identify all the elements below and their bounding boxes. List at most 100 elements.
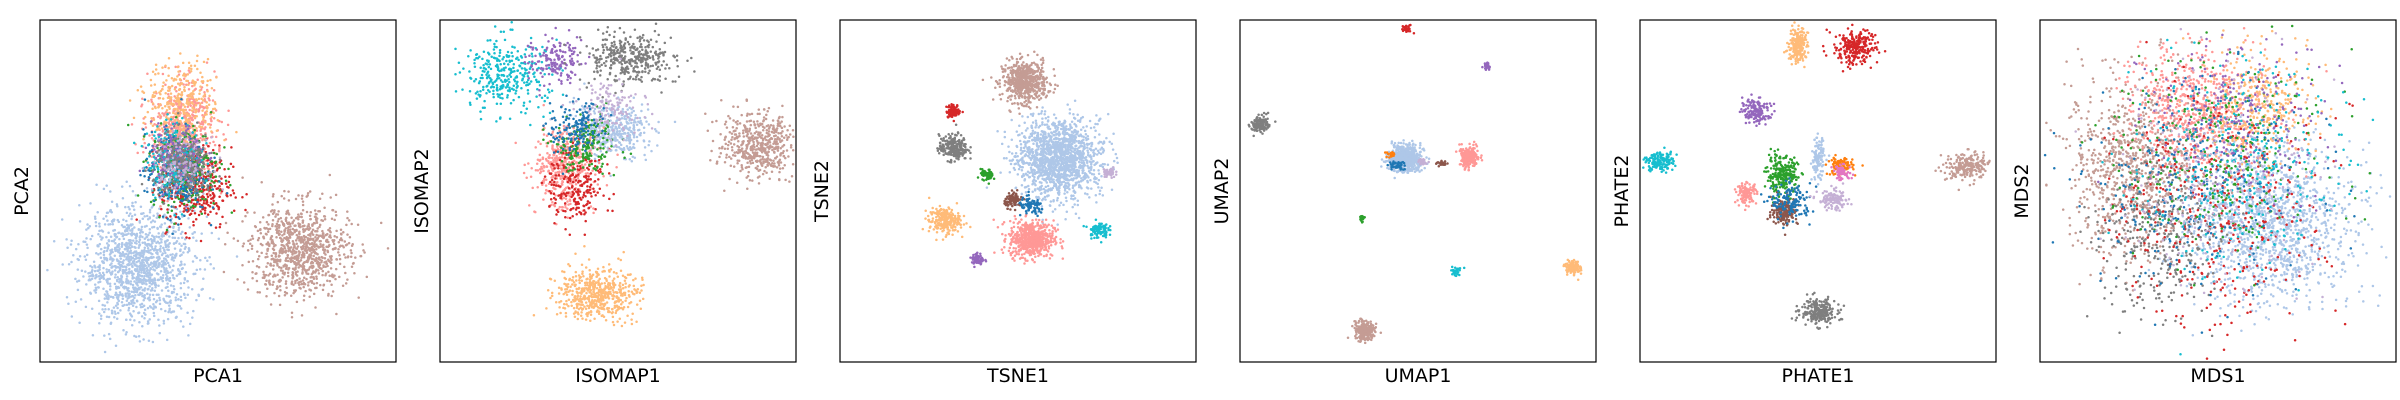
pca-data-point bbox=[298, 280, 301, 284]
pca-data-point bbox=[173, 125, 176, 128]
pca-data-point bbox=[144, 232, 148, 236]
pca-data-point bbox=[229, 193, 233, 197]
pca-data-point bbox=[139, 85, 143, 88]
pca-data-point bbox=[303, 282, 307, 286]
pca-data-point bbox=[133, 263, 137, 266]
pca-data-point bbox=[94, 286, 98, 289]
pca-data-point bbox=[131, 189, 135, 193]
pca-data-point bbox=[91, 268, 94, 272]
pca-data-point bbox=[143, 246, 147, 250]
pca-data-point bbox=[178, 242, 181, 246]
pca-data-point bbox=[140, 103, 144, 106]
pca-data-point bbox=[162, 160, 166, 164]
pca-data-point bbox=[284, 267, 288, 270]
pca-data-point bbox=[181, 185, 185, 189]
pca-data-point bbox=[198, 92, 201, 95]
pca-data-point bbox=[318, 223, 322, 227]
pca-data-point bbox=[155, 251, 158, 255]
pca-data-point bbox=[155, 241, 158, 245]
pca-data-point bbox=[203, 211, 207, 215]
pca-data-point bbox=[279, 258, 282, 262]
pca-data-point bbox=[118, 237, 121, 241]
pca-data-point bbox=[179, 145, 182, 149]
pca-data-point bbox=[192, 309, 195, 313]
pca-data-point bbox=[335, 257, 338, 261]
pca-data-point bbox=[287, 239, 291, 243]
pca-data-point bbox=[143, 225, 147, 228]
pca-data-point bbox=[162, 81, 165, 84]
pca-data-point bbox=[298, 250, 301, 254]
isomap-data-point bbox=[492, 56, 496, 59]
pca-data-point bbox=[182, 173, 185, 177]
pca-data-point bbox=[315, 277, 318, 280]
isomap-data-point bbox=[502, 30, 506, 33]
pca-data-point bbox=[213, 101, 217, 104]
pca-data-point bbox=[270, 254, 274, 257]
pca-data-point bbox=[105, 295, 108, 298]
pca-data-point bbox=[180, 82, 184, 85]
pca-data-point bbox=[208, 296, 212, 300]
pca-y-axis-label: PCA2 bbox=[11, 166, 33, 216]
pca-data-point bbox=[308, 266, 312, 269]
pca-data-point bbox=[101, 236, 104, 239]
pca-data-point bbox=[195, 193, 199, 197]
pca-data-point bbox=[271, 247, 275, 250]
pca-data-point bbox=[142, 338, 145, 341]
pca-data-point bbox=[281, 269, 284, 273]
pca-data-point bbox=[126, 223, 129, 227]
pca-data-point bbox=[306, 249, 309, 252]
pca-data-point bbox=[117, 262, 120, 265]
pca-data-point bbox=[116, 296, 119, 300]
pca-data-point bbox=[288, 222, 292, 226]
pca-data-point bbox=[265, 294, 268, 298]
pca-data-point bbox=[290, 316, 294, 319]
pca-data-point bbox=[142, 299, 145, 302]
pca-data-point bbox=[106, 282, 110, 285]
pca-data-point bbox=[288, 257, 292, 260]
pca-data-point bbox=[198, 202, 201, 206]
pca-data-point bbox=[350, 222, 353, 226]
pca-data-point bbox=[291, 227, 295, 231]
pca-data-point bbox=[170, 191, 174, 194]
pca-data-point bbox=[185, 112, 189, 116]
pca-data-point bbox=[148, 227, 152, 231]
pca-data-point bbox=[91, 333, 95, 337]
pca-data-point bbox=[200, 232, 203, 235]
pca-data-point bbox=[179, 154, 182, 157]
pca-data-point bbox=[262, 273, 266, 276]
pca-data-point bbox=[169, 215, 172, 218]
pca-data-point bbox=[206, 122, 210, 126]
pca-data-point bbox=[346, 278, 349, 281]
pca-data-point bbox=[155, 235, 158, 238]
pca-data-point bbox=[135, 305, 138, 309]
pca-data-point bbox=[213, 143, 217, 147]
pca-data-point bbox=[174, 116, 178, 119]
pca-data-point bbox=[124, 333, 128, 336]
pca-data-point bbox=[205, 61, 209, 64]
pca-data-point bbox=[85, 228, 88, 231]
pca-data-point bbox=[118, 260, 122, 264]
pca-data-point bbox=[113, 234, 117, 237]
pca-data-point bbox=[244, 214, 247, 218]
isomap-data-point bbox=[500, 92, 504, 96]
pca-data-point bbox=[107, 308, 110, 311]
pca-data-point bbox=[187, 61, 191, 65]
pca-data-point bbox=[309, 276, 312, 279]
pca-data-point bbox=[110, 272, 114, 275]
pca-data-point bbox=[148, 166, 151, 170]
pca-data-point bbox=[173, 186, 177, 189]
isomap-data-point bbox=[519, 55, 523, 58]
pca-data-point bbox=[187, 334, 190, 337]
pca-data-point bbox=[179, 232, 183, 235]
pca-data-point bbox=[160, 178, 164, 181]
pca-data-point bbox=[180, 165, 184, 168]
pca-data-point bbox=[284, 257, 288, 260]
pca-data-point bbox=[218, 185, 221, 188]
pca-data-point bbox=[154, 181, 157, 185]
pca-data-point bbox=[164, 64, 167, 67]
pca-data-point bbox=[174, 205, 177, 209]
pca-data-point bbox=[170, 221, 173, 224]
pca-data-point bbox=[315, 281, 319, 285]
pca-data-point bbox=[191, 137, 194, 140]
pca-data-point bbox=[212, 199, 215, 203]
